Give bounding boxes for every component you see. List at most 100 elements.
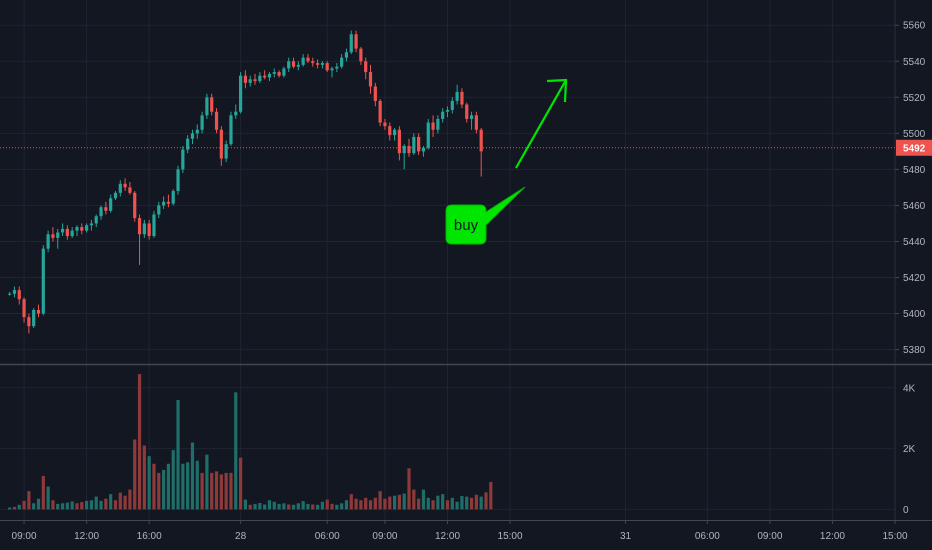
candle-body <box>109 198 113 211</box>
candle-body <box>402 145 406 154</box>
candle-body <box>392 129 397 136</box>
candle-body <box>277 72 281 76</box>
last-price-label: 5492 <box>903 143 926 154</box>
volume-bar <box>147 456 151 510</box>
volume-bar <box>330 503 334 510</box>
volume-bar <box>219 474 223 510</box>
candle-body <box>335 66 339 69</box>
candle <box>65 225 69 240</box>
candle-body <box>181 149 185 170</box>
candle <box>402 144 406 170</box>
candle-body <box>349 34 353 53</box>
candle <box>407 138 411 157</box>
candle-body <box>234 111 238 116</box>
candle <box>349 30 353 55</box>
candle <box>291 57 296 69</box>
volume-bar <box>224 472 228 510</box>
candle <box>263 70 267 80</box>
grid <box>0 0 896 520</box>
volume-bar <box>450 497 454 510</box>
volume-bar <box>441 494 445 510</box>
target-arrow-line[interactable] <box>515 79 567 169</box>
candle <box>320 61 324 69</box>
volume-bar <box>171 450 175 510</box>
price-axis[interactable]: 5560 5540 5520 5500 5480 5460 5440 5420 5400 5380 <box>895 21 926 356</box>
candle <box>392 127 397 141</box>
volume-bar <box>123 495 127 510</box>
candle <box>152 210 156 238</box>
volume-bar <box>181 463 185 510</box>
volume-bar <box>27 491 31 510</box>
candle <box>344 48 349 62</box>
last-price-marker: 5492 <box>0 139 932 156</box>
candle-body <box>238 75 243 112</box>
volume-bar <box>282 503 286 510</box>
candle-body <box>12 290 17 294</box>
candle-body <box>152 214 156 237</box>
volume-bar <box>315 504 320 510</box>
candle <box>238 72 243 114</box>
candle-body <box>94 216 98 224</box>
volume-bar <box>421 489 426 510</box>
volume-bar <box>484 492 488 510</box>
candle-body <box>85 225 89 231</box>
candle <box>113 191 118 201</box>
volume-bar <box>455 501 459 510</box>
candle-body <box>258 75 262 82</box>
volume-bar <box>263 504 267 510</box>
candle <box>205 93 209 119</box>
candle-body <box>282 68 286 76</box>
candle <box>219 126 223 166</box>
candle-body <box>436 118 440 130</box>
price-tick-label: 5520 <box>903 93 926 104</box>
candle-body <box>359 48 363 62</box>
volume-bar <box>407 468 411 510</box>
volume-bar <box>417 498 421 510</box>
volume-bar <box>205 454 209 510</box>
volume-bar <box>388 496 392 510</box>
candle <box>325 61 329 73</box>
buy-annotation[interactable]: buy <box>445 78 568 245</box>
volume-bar <box>340 503 344 510</box>
candle-body <box>315 63 320 65</box>
candle <box>311 57 315 67</box>
volume-bar <box>12 506 17 510</box>
candle-body <box>364 61 368 73</box>
candle <box>60 223 65 237</box>
time-tick-label: 16:00 <box>137 531 162 542</box>
time-axis[interactable]: 09:00 12:00 16:00 28 06:00 09:00 12:00 15:00 31 0… <box>12 520 908 542</box>
volume-bar <box>383 498 387 510</box>
volume-axis[interactable]: 4K 2K 0 <box>903 383 916 516</box>
volume-bar <box>436 495 440 510</box>
volume-bar <box>195 460 199 510</box>
time-tick-label: 09:00 <box>12 531 37 542</box>
volume-bar <box>186 462 190 510</box>
candle-body <box>344 52 349 58</box>
time-tick-label: 12:00 <box>820 531 845 542</box>
volume-bar <box>36 498 41 510</box>
candle-body <box>479 129 483 152</box>
volume-bar <box>89 500 94 510</box>
candle-body <box>133 192 137 219</box>
price-tick-label: 5480 <box>903 165 926 176</box>
candle <box>474 111 478 134</box>
candle <box>364 57 368 80</box>
volume-bar <box>200 472 204 510</box>
volume-bar <box>469 497 474 510</box>
candle <box>56 228 60 249</box>
time-tick-label: 06:00 <box>695 531 720 542</box>
volume-bar <box>325 499 329 510</box>
volume-bar <box>287 504 291 510</box>
candle <box>32 308 36 328</box>
time-tick-label: 09:00 <box>757 531 782 542</box>
volume-bar <box>229 472 233 510</box>
last-price-tag[interactable] <box>896 139 932 156</box>
candle <box>272 68 276 78</box>
price-tick-label: 5560 <box>903 21 926 32</box>
volume-tick-label: 2K <box>903 444 916 455</box>
candle <box>248 75 252 87</box>
volume-bar <box>465 496 469 510</box>
buy-callout-box[interactable] <box>445 186 526 245</box>
